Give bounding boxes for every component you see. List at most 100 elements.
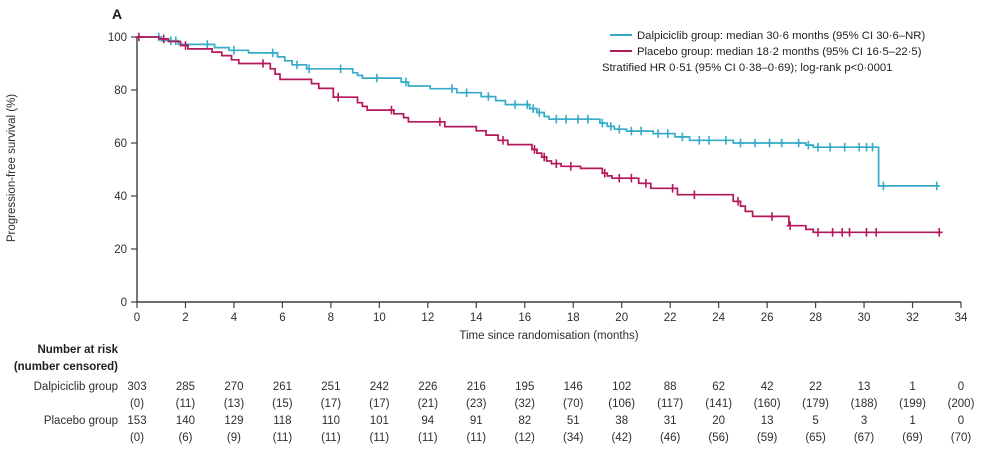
x-tick-label: 22: [664, 312, 677, 324]
risk-count-cell-dalpiciclib: 270: [224, 381, 244, 393]
risk-count-cell-placebo: 101: [369, 415, 389, 427]
x-tick-label: 30: [858, 312, 871, 324]
risk-count-cell-dalpiciclib: 242: [369, 381, 389, 393]
risk-row-label-placebo: Placebo group: [43, 415, 118, 427]
placebo-line-swatch: [610, 49, 632, 52]
risk-censored-cell-placebo: (11): [466, 432, 487, 444]
censor-ticks-placebo: [135, 32, 943, 237]
legend-stats-note: Stratified HR 0·51 (95% CI 0·38–0·69); l…: [602, 62, 893, 74]
risk-table-subheader: (number censored): [13, 361, 118, 373]
risk-censored-cell-placebo: (11): [369, 432, 390, 444]
risk-censored-cell-dalpiciclib: (70): [563, 398, 584, 410]
risk-censored-cell-placebo: (11): [321, 432, 341, 444]
y-tick-label: 80: [114, 85, 127, 97]
x-tick-label: 4: [231, 312, 238, 324]
risk-censored-cell-dalpiciclib: (15): [272, 398, 293, 410]
x-tick-label: 28: [809, 312, 822, 324]
risk-count-cell-placebo: 5: [812, 415, 819, 427]
km-curve-placebo: [137, 36, 942, 234]
dalpiciclib-line-swatch: [610, 33, 632, 36]
risk-censored-cell-placebo: (12): [514, 432, 535, 444]
legend-entry-label: Placebo group: median 18·2 months (95% C…: [637, 46, 922, 58]
risk-count-cell-dalpiciclib: 102: [612, 381, 632, 393]
panel-label: A: [112, 6, 123, 22]
risk-censored-cell-placebo: (42): [611, 432, 632, 444]
risk-count-cell-dalpiciclib: 251: [321, 381, 341, 393]
x-tick-label: 16: [518, 312, 531, 324]
risk-censored-cell-placebo: (9): [226, 432, 241, 444]
risk-count-cell-dalpiciclib: 42: [760, 381, 774, 393]
risk-censored-cell-dalpiciclib: (106): [608, 398, 636, 410]
legend-entry-placebo: Placebo group: median 18·2 months (95% C…: [602, 44, 980, 60]
y-tick-label: 100: [108, 32, 127, 44]
risk-count-cell-placebo: 110: [321, 415, 341, 427]
risk-count-cell-placebo: 31: [663, 415, 677, 427]
risk-count-cell-placebo: 129: [224, 415, 244, 427]
risk-count-cell-placebo: 0: [957, 415, 965, 427]
risk-censored-cell-dalpiciclib: (199): [899, 398, 926, 410]
risk-count-cell-dalpiciclib: 195: [515, 381, 535, 393]
x-tick-label: 12: [421, 312, 434, 324]
x-tick-label: 18: [567, 312, 580, 324]
risk-count-cell-dalpiciclib: 146: [563, 381, 583, 393]
legend-entry-label: Dalpiciclib group: median 30·6 months (9…: [637, 30, 926, 42]
risk-censored-cell-dalpiciclib: (13): [223, 398, 245, 410]
risk-censored-cell-dalpiciclib: (160): [753, 398, 781, 410]
risk-row-label-dalpiciclib: Dalpiciclib group: [33, 381, 118, 393]
risk-censored-cell-dalpiciclib: (32): [514, 398, 535, 410]
risk-count-cell-dalpiciclib: 216: [466, 381, 486, 393]
risk-count-cell-dalpiciclib: 0: [957, 381, 965, 393]
risk-censored-cell-placebo: (11): [272, 432, 293, 444]
risk-count-cell-placebo: 91: [469, 415, 483, 427]
risk-table-header: Number at risk: [37, 344, 118, 356]
risk-censored-cell-placebo: (65): [805, 432, 826, 444]
risk-count-cell-dalpiciclib: 13: [857, 381, 871, 393]
x-tick-label: 8: [328, 312, 334, 324]
risk-count-cell-dalpiciclib: 1: [909, 381, 916, 393]
risk-censored-cell-dalpiciclib: (21): [417, 398, 439, 410]
risk-count-cell-placebo: 82: [518, 415, 532, 427]
y-tick-label: 20: [114, 244, 127, 256]
risk-count-cell-placebo: 13: [760, 415, 774, 427]
risk-censored-cell-placebo: (6): [178, 432, 193, 444]
risk-count-cell-dalpiciclib: 88: [663, 381, 677, 393]
risk-count-cell-placebo: 140: [175, 415, 196, 427]
x-tick-label: 2: [182, 312, 188, 324]
risk-count-cell-placebo: 3: [860, 415, 868, 427]
x-tick-label: 34: [955, 312, 968, 324]
risk-count-cell-dalpiciclib: 62: [712, 381, 726, 393]
x-tick-label: 6: [279, 312, 285, 324]
risk-censored-cell-placebo: (67): [853, 432, 875, 444]
risk-count-cell-dalpiciclib: 303: [127, 381, 147, 393]
x-tick-label: 0: [134, 312, 140, 324]
risk-censored-cell-dalpiciclib: (188): [850, 398, 878, 410]
risk-censored-cell-placebo: (69): [902, 432, 923, 444]
risk-censored-cell-dalpiciclib: (17): [369, 398, 390, 410]
x-axis-title: Time since randomisation (months): [459, 330, 639, 342]
risk-count-cell-placebo: 1: [909, 415, 916, 427]
risk-count-cell-placebo: 38: [615, 415, 629, 427]
x-tick-label: 20: [615, 312, 628, 324]
risk-count-cell-dalpiciclib: 261: [272, 381, 292, 393]
risk-count-cell-dalpiciclib: 226: [418, 381, 438, 393]
risk-censored-cell-placebo: (46): [659, 432, 681, 444]
risk-count-cell-placebo: 51: [566, 415, 580, 427]
axes: [136, 37, 961, 303]
risk-censored-cell-dalpiciclib: (200): [947, 398, 975, 410]
risk-censored-cell-dalpiciclib: (11): [175, 398, 196, 410]
risk-censored-cell-placebo: (11): [418, 432, 438, 444]
x-tick-label: 24: [712, 312, 725, 324]
legend-entry-dalpiciclib: Dalpiciclib group: median 30·6 months (9…: [602, 28, 980, 44]
risk-censored-cell-placebo: (70): [950, 432, 972, 444]
risk-censored-cell-placebo: (0): [129, 432, 145, 444]
risk-count-cell-placebo: 94: [421, 415, 435, 427]
risk-censored-cell-dalpiciclib: (23): [466, 398, 487, 410]
x-tick-label: 26: [761, 312, 774, 324]
risk-censored-cell-dalpiciclib: (179): [802, 398, 829, 410]
risk-count-cell-dalpiciclib: 22: [809, 381, 822, 393]
y-tick-label: 0: [121, 297, 127, 309]
risk-count-cell-placebo: 153: [127, 415, 147, 427]
risk-count-cell-dalpiciclib: 285: [175, 381, 196, 393]
